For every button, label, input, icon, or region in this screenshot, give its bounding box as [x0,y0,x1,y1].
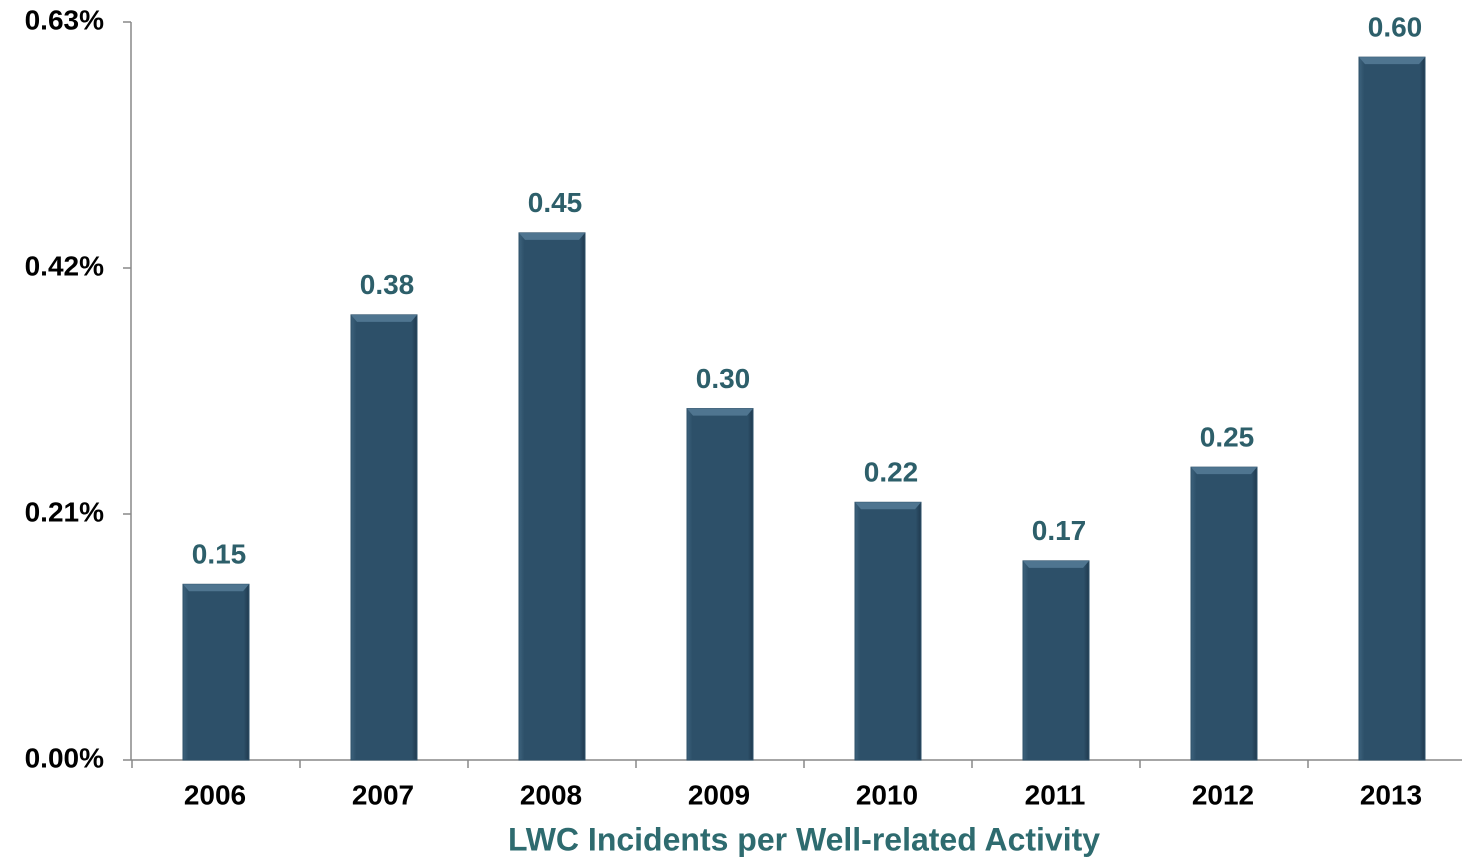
x-tick-label: 2009 [688,779,750,810]
bar-bevel [1023,560,1089,568]
bar [1022,560,1090,761]
bar-bevel [351,314,417,322]
x-tick-label: 2011 [1025,779,1086,810]
x-tick-label: 2007 [352,779,414,810]
bar-bevel [1191,467,1257,475]
bar [182,583,250,761]
value-label: 0.25 [1200,422,1255,453]
x-tick-label: 2012 [1192,779,1254,810]
value-label: 0.45 [528,187,583,218]
value-label: 0.15 [192,539,247,570]
bar-bevel [519,232,585,240]
value-label: 0.60 [1368,12,1423,43]
bar [854,501,922,761]
y-tick-label: 0.00% [25,742,104,773]
value-label: 0.30 [696,363,751,394]
bar-bevel [855,502,921,510]
bar [350,314,418,761]
y-tick-label: 0.21% [25,496,104,527]
bar-bevel [183,584,249,592]
bar [686,408,754,761]
bar-bevel [1359,57,1425,65]
x-axis-title: LWC Incidents per Well-related Activity [508,821,1100,857]
y-tick-label: 0.63% [25,4,104,35]
bar [1190,466,1258,761]
x-tick-label: 2008 [520,779,582,810]
value-label: 0.22 [864,457,919,488]
x-tick-label: 2006 [184,779,246,810]
value-label: 0.17 [1032,515,1087,546]
y-tick-label: 0.42% [25,250,104,281]
bar [518,232,586,761]
bar [1358,56,1426,761]
x-tick-label: 2010 [856,779,918,810]
x-tick-label: 2013 [1360,779,1422,810]
value-label: 0.38 [360,269,415,300]
bar-bevel [687,408,753,416]
